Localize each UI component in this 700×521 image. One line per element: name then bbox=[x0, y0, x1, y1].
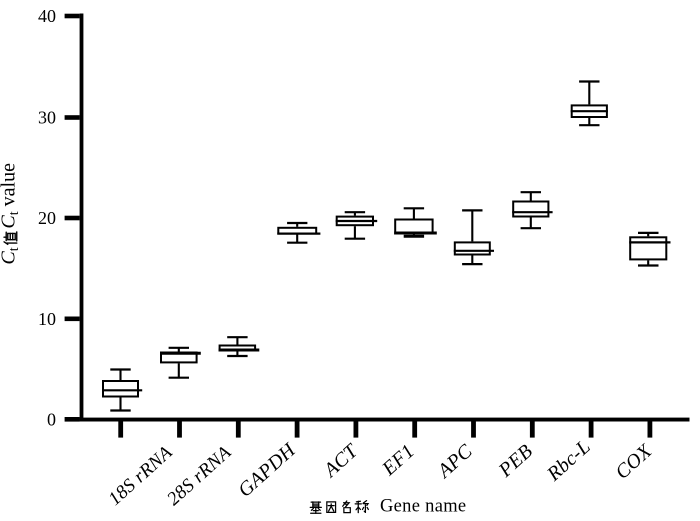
svg-text:30: 30 bbox=[38, 108, 56, 128]
svg-text:Gene name: Gene name bbox=[380, 497, 466, 517]
svg-text:10: 10 bbox=[38, 309, 56, 329]
svg-text:Ct: Ct bbox=[0, 247, 22, 264]
svg-text:Ct value: Ct value bbox=[0, 163, 22, 229]
svg-text:0: 0 bbox=[47, 410, 56, 430]
svg-text:40: 40 bbox=[38, 6, 56, 26]
svg-text:20: 20 bbox=[38, 208, 56, 228]
